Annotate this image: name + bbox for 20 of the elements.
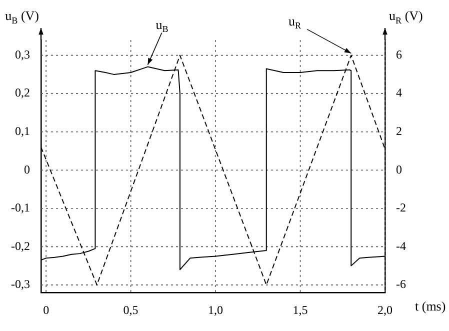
x-tick-label: 1,0 <box>208 302 224 317</box>
y2-tick-label: 0 <box>396 162 402 176</box>
y2-tick-label: 6 <box>396 47 402 62</box>
y-tick-label: -0,1 <box>10 200 30 215</box>
x-tick-label: 1,5 <box>292 302 308 317</box>
y-tick-label: -0,3 <box>10 277 30 292</box>
y2-tick-label: -4 <box>396 238 406 253</box>
y2-tick-label: -2 <box>396 200 406 215</box>
y2-tick-label: 4 <box>396 86 402 100</box>
y2-tick-label: 2 <box>396 124 402 138</box>
x-tick-label: 0,5 <box>123 302 138 317</box>
x-axis-title: t (ms) <box>415 298 446 314</box>
x-tick-label: 0 <box>43 302 50 317</box>
y-tick-label: 0,1 <box>14 124 30 138</box>
y2-tick-label: -6 <box>396 277 406 292</box>
y-tick-label: -0,2 <box>10 238 30 253</box>
y-tick-label: 0,2 <box>14 86 30 100</box>
y-tick-label: 0 <box>24 162 30 176</box>
y-tick-label: 0,3 <box>14 47 30 62</box>
x-tick-label: 2,0 <box>378 302 393 317</box>
